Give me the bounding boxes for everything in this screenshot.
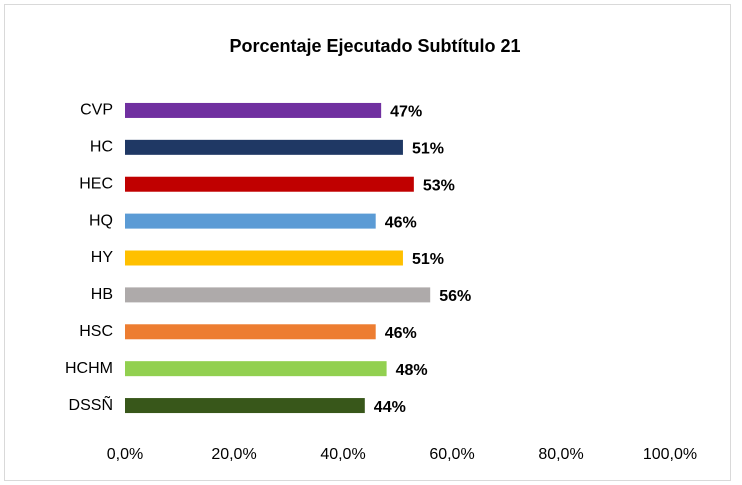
chart-frame [4,4,731,481]
y-tick-label: DSSÑ [69,394,113,414]
y-tick-label: CVP [80,102,113,119]
bar [125,287,431,303]
y-tick-label: HY [91,249,114,266]
x-tick-label: 20,0% [211,446,256,463]
x-tick-label: 60,0% [429,446,474,463]
bar [125,398,365,414]
value-label: 46% [385,214,417,231]
x-tick-label: 40,0% [320,446,365,463]
value-label: 56% [439,288,471,305]
value-label: 44% [374,399,406,416]
bar [125,250,403,266]
y-tick-label: HCHM [65,360,113,377]
value-label: 51% [412,141,444,158]
bar [125,102,382,118]
value-label: 53% [423,177,455,194]
bar [125,361,387,377]
bar [125,139,403,155]
bar [125,176,414,192]
y-tick-label: HSC [79,323,113,340]
y-tick-label: HEC [79,175,113,192]
bar [125,324,376,340]
x-tick-label: 80,0% [538,446,583,463]
x-tick-label: 0,0% [107,446,143,463]
bar [125,213,376,229]
value-label: 46% [385,325,417,342]
y-tick-label: HC [90,139,113,156]
x-tick-label: 100,0% [643,446,697,463]
value-label: 47% [390,104,422,121]
chart-title: Porcentaje Ejecutado Subtítulo 21 [229,36,520,56]
y-tick-label: HB [91,286,113,303]
value-label: 51% [412,251,444,268]
value-label: 48% [396,362,428,379]
y-tick-label: HQ [89,212,113,229]
